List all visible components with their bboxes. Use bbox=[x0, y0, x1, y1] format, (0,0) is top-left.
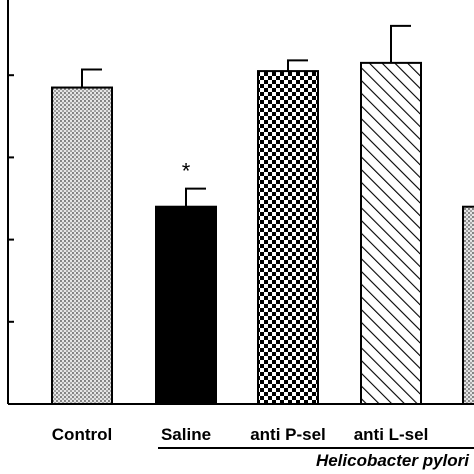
x-tick-label: Saline bbox=[161, 425, 211, 444]
bar-an bbox=[462, 205, 474, 405]
group-label: Helicobacter pylori bbox=[316, 451, 470, 470]
significance-marker: * bbox=[182, 159, 191, 184]
bar-saline bbox=[155, 205, 217, 405]
bar-anti-l-sel bbox=[360, 61, 422, 406]
bar-control bbox=[51, 86, 113, 405]
x-tick-label: anti L-sel bbox=[354, 425, 429, 444]
bar-anti-p-sel bbox=[257, 70, 319, 405]
x-tick-label: anti P-sel bbox=[250, 425, 326, 444]
x-tick-label: Control bbox=[52, 425, 112, 444]
